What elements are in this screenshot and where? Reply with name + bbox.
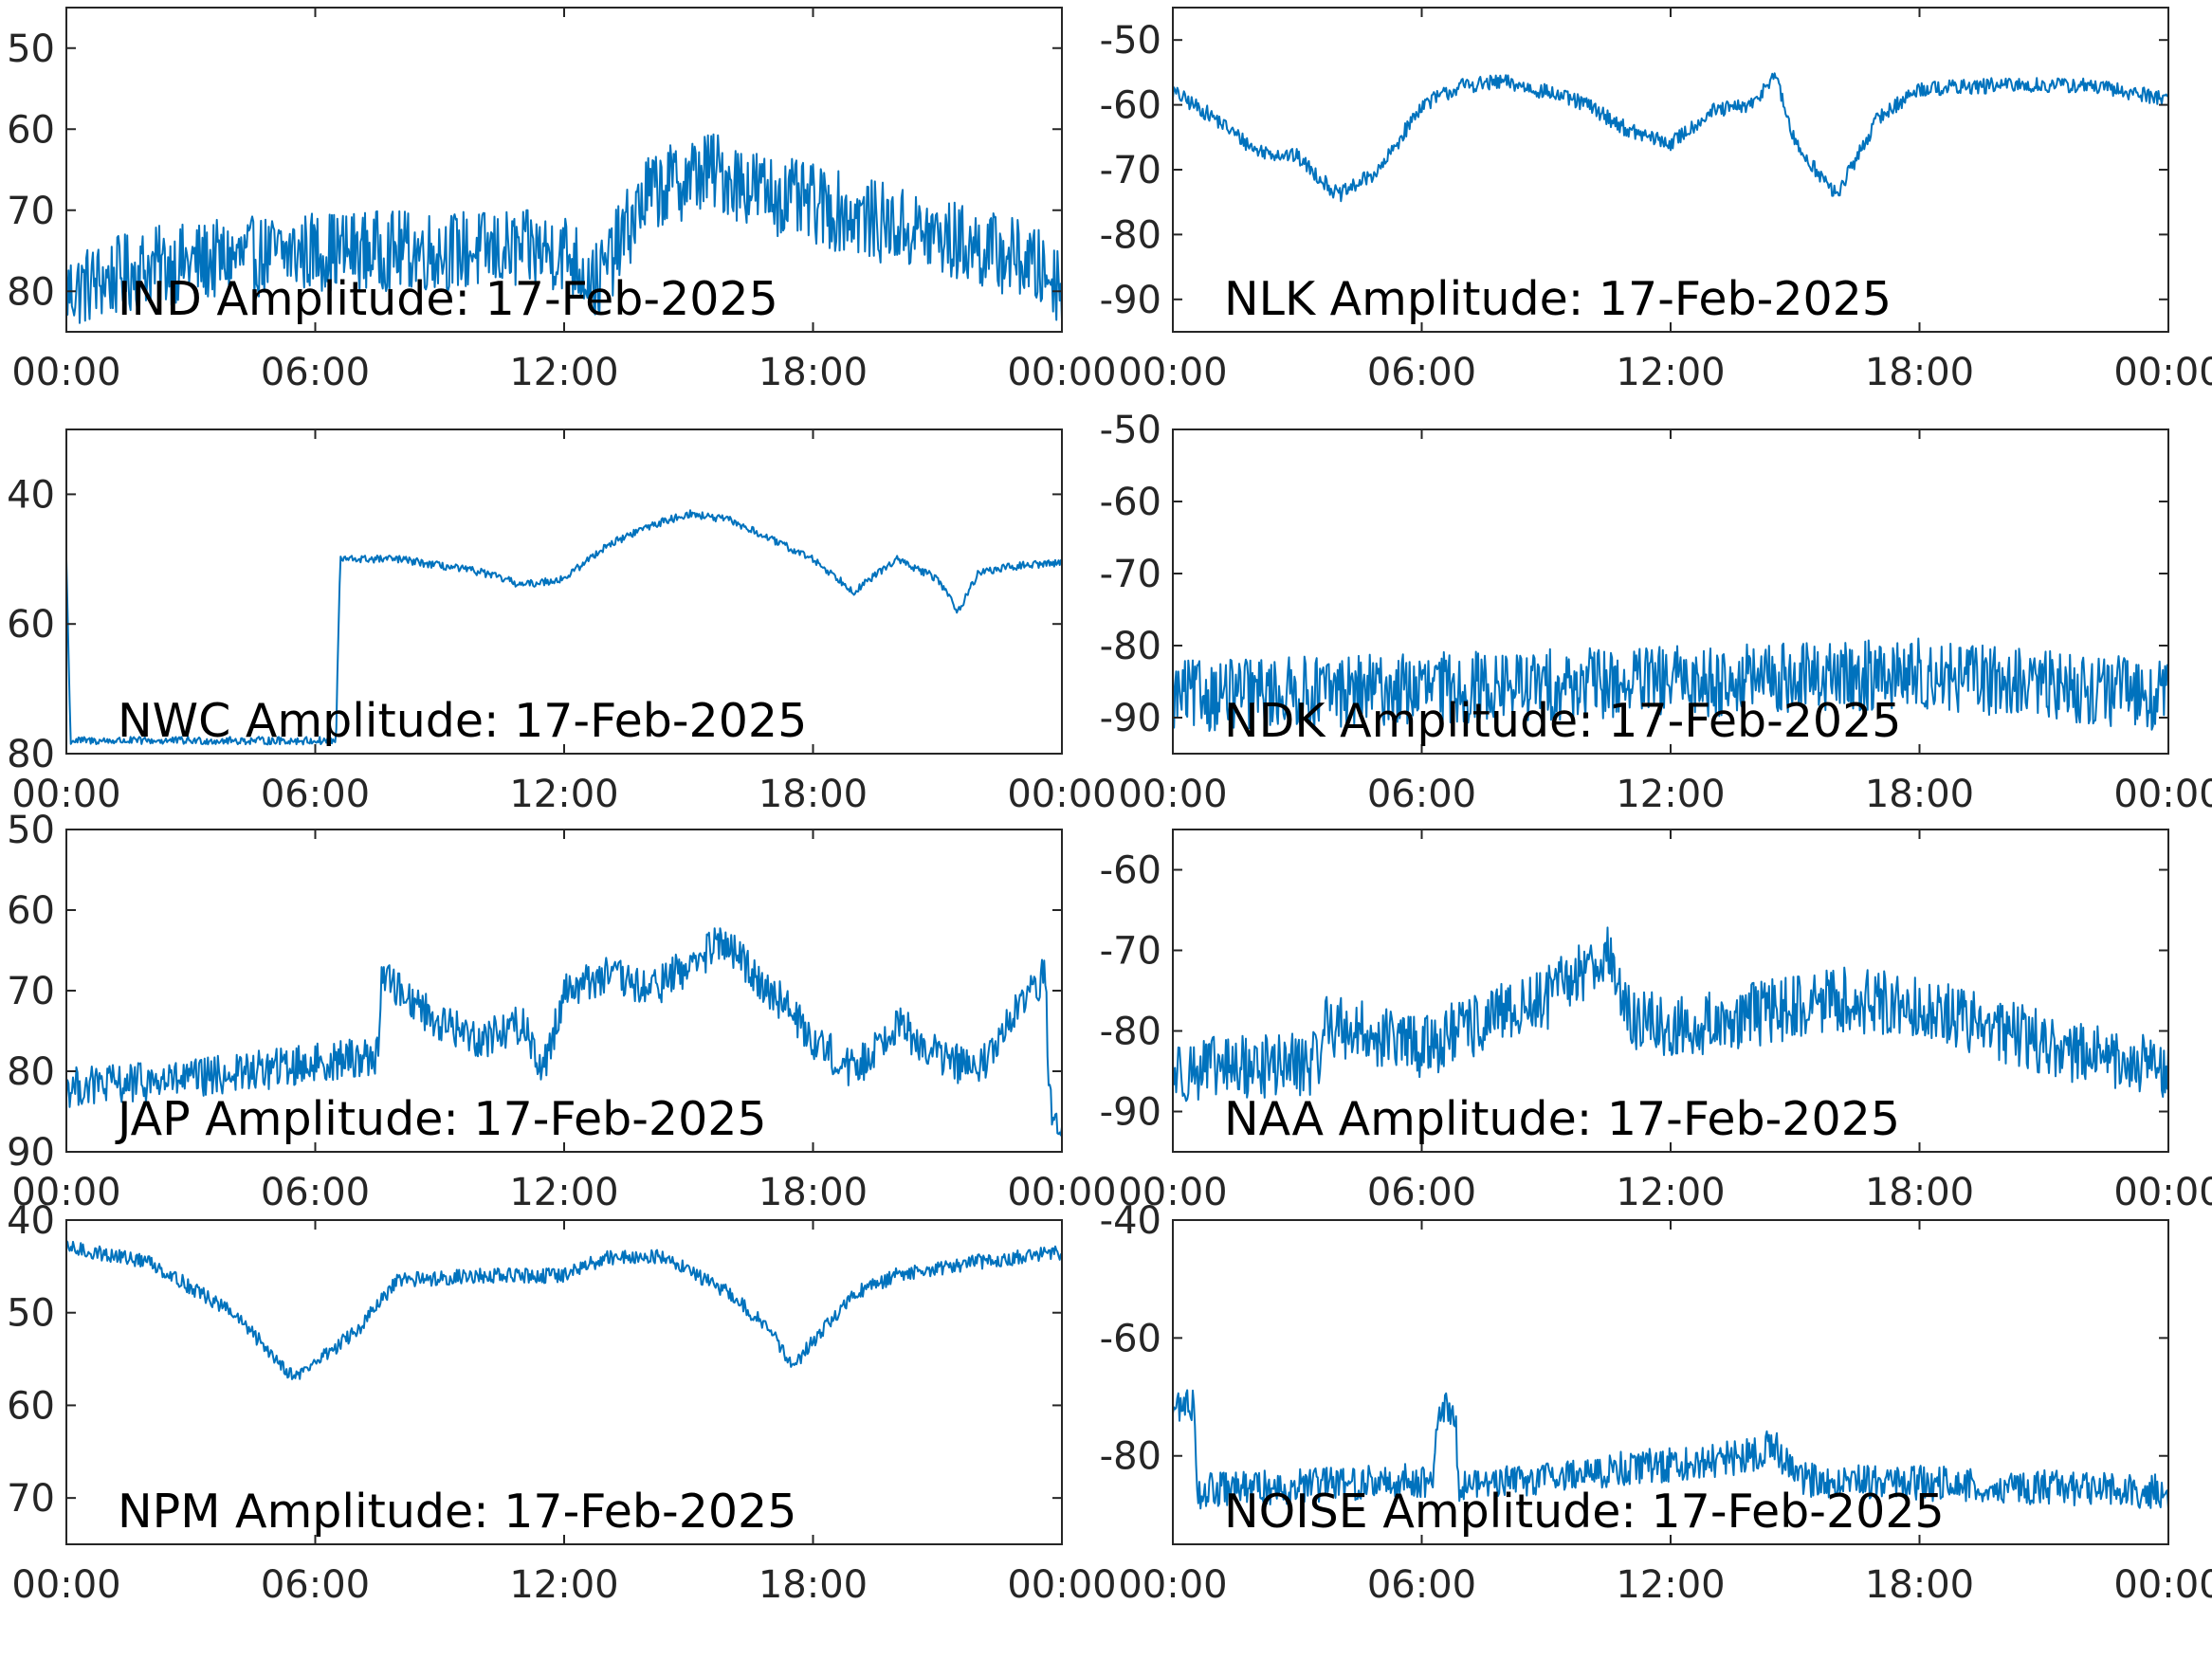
x-tick-label: 06:00 [261,1171,370,1214]
y-tick-label: -60 [1100,481,1161,524]
x-tick-label: 18:00 [1865,351,1974,394]
y-tick-label: -50 [1100,409,1161,452]
y-tick-label: 50 [7,809,55,852]
series-line [1173,1389,2168,1510]
series-line [66,509,1062,746]
series-line [1173,926,2168,1103]
y-tick-label: 80 [7,733,55,776]
y-tick-label: 80 [7,270,55,314]
x-tick-label: 00:00 [1118,773,1227,816]
x-tick-label: 06:00 [1367,1563,1476,1607]
panel-title: NOISE Amplitude: 17-Feb-2025 [1224,1485,1945,1539]
x-tick-label: 12:00 [509,351,618,394]
y-tick-label: 40 [7,1199,55,1243]
x-tick-label: 00:00 [1118,351,1227,394]
x-tick-label: 00:00 [2113,1171,2212,1214]
series-line [66,927,1062,1137]
panel-title: NDK Amplitude: 17-Feb-2025 [1224,694,1901,748]
x-tick-label: 06:00 [261,351,370,394]
panel-4: 00:00 06:00 12:00 18:00 00:00 50 60 70 80 90 JAP A… [7,809,1117,1214]
x-tick-label: 18:00 [1865,1563,1974,1607]
y-tick-label: -80 [1100,625,1161,668]
x-tick-label: 18:00 [759,773,868,816]
x-tick-label: 00:00 [2113,351,2212,394]
x-tick-label: 06:00 [1367,351,1476,394]
x-tick-label: 00:00 [2113,773,2212,816]
panel-5: 00:00 06:00 12:00 18:00 00:00 -60 -70 -80 -90 NAA… [1100,829,2212,1214]
y-tick-label: 60 [7,889,55,933]
x-tick-label: 00:00 [11,351,120,394]
x-tick-label: 00:00 [11,1171,120,1214]
panel-6: 00:00 06:00 12:00 18:00 00:00 40 50 60 70 NPM Amp… [7,1199,1117,1607]
y-tick-label: -90 [1100,279,1161,322]
x-tick-label: 12:00 [1616,1171,1725,1214]
panel-0: 00:00 06:00 12:00 18:00 00:00 50 60 70 80 IND Amp… [7,7,1117,394]
x-tick-label: 00:00 [1007,1171,1116,1214]
y-tick-label: -80 [1100,1435,1161,1479]
panel-3: 00:00 06:00 12:00 18:00 00:00 -50 -60 -70 -80 -90… [1100,409,2212,816]
y-tick-label: -40 [1100,1199,1161,1243]
panel-title: NPM Amplitude: 17-Feb-2025 [118,1485,796,1539]
panel-title: NLK Amplitude: 17-Feb-2025 [1224,272,1892,326]
y-tick-label: 60 [7,108,55,152]
x-tick-label: 18:00 [1865,1171,1974,1214]
y-tick-label: 50 [7,27,55,71]
series-line [66,133,1062,324]
x-tick-label: 18:00 [759,1171,868,1214]
y-tick-label: 50 [7,1292,55,1336]
x-tick-label: 12:00 [509,1563,618,1607]
x-tick-label: 12:00 [1616,773,1725,816]
y-tick-label: 80 [7,1050,55,1094]
x-tick-label: 00:00 [11,1563,120,1607]
x-tick-label: 06:00 [1367,1171,1476,1214]
y-tick-label: -90 [1100,697,1161,740]
x-tick-label: 12:00 [509,773,618,816]
series-line [1173,637,2168,732]
y-tick-label: -70 [1100,553,1161,596]
x-tick-label: 06:00 [261,773,370,816]
x-tick-label: 00:00 [1118,1563,1227,1607]
x-tick-label: 12:00 [509,1171,618,1214]
x-tick-label: 00:00 [1007,1563,1116,1607]
y-tick-label: 60 [7,1384,55,1428]
x-tick-label: 12:00 [1616,1563,1725,1607]
y-tick-label: 70 [7,1477,55,1521]
y-tick-label: -50 [1100,19,1161,63]
y-tick-label: 60 [7,603,55,647]
y-tick-label: 70 [7,970,55,1013]
panel-title: JAP Amplitude: 17-Feb-2025 [115,1092,767,1146]
x-tick-label: 18:00 [759,351,868,394]
x-tick-label: 00:00 [11,773,120,816]
y-tick-label: -90 [1100,1091,1161,1135]
panel-title: NWC Amplitude: 17-Feb-2025 [118,694,807,748]
x-tick-label: 18:00 [1865,773,1974,816]
series-line [66,1240,1062,1380]
y-tick-label: -60 [1100,849,1161,893]
panel-title: NAA Amplitude: 17-Feb-2025 [1224,1092,1900,1146]
x-tick-label: 18:00 [759,1563,868,1607]
y-tick-label: -60 [1100,84,1161,128]
x-tick-label: 06:00 [1367,773,1476,816]
y-tick-label: -70 [1100,149,1161,192]
series-line [1173,72,2168,203]
y-tick-label: -70 [1100,930,1161,974]
panel-1: 00:00 06:00 12:00 18:00 00:00 -50 -60 -70 -80 -90… [1100,7,2212,394]
y-tick-label: -80 [1100,213,1161,257]
x-tick-label: 00:00 [2113,1563,2212,1607]
panel-title: IND Amplitude: 17-Feb-2025 [118,272,778,326]
y-tick-label: 90 [7,1131,55,1175]
x-tick-label: 00:00 [1007,351,1116,394]
panel-7: 00:00 06:00 12:00 18:00 00:00 -40 -60 -80 NOISE … [1100,1199,2212,1607]
x-tick-label: 00:00 [1007,773,1116,816]
panel-2: 00:00 06:00 12:00 18:00 00:00 40 60 80 NWC Ampli… [7,428,1117,816]
y-tick-label: 70 [7,190,55,233]
x-tick-label: 00:00 [1118,1171,1227,1214]
y-tick-label: -80 [1100,1011,1161,1054]
x-tick-label: 06:00 [261,1563,370,1607]
x-tick-label: 12:00 [1616,351,1725,394]
y-tick-label: 40 [7,473,55,517]
y-tick-label: -60 [1100,1317,1161,1360]
